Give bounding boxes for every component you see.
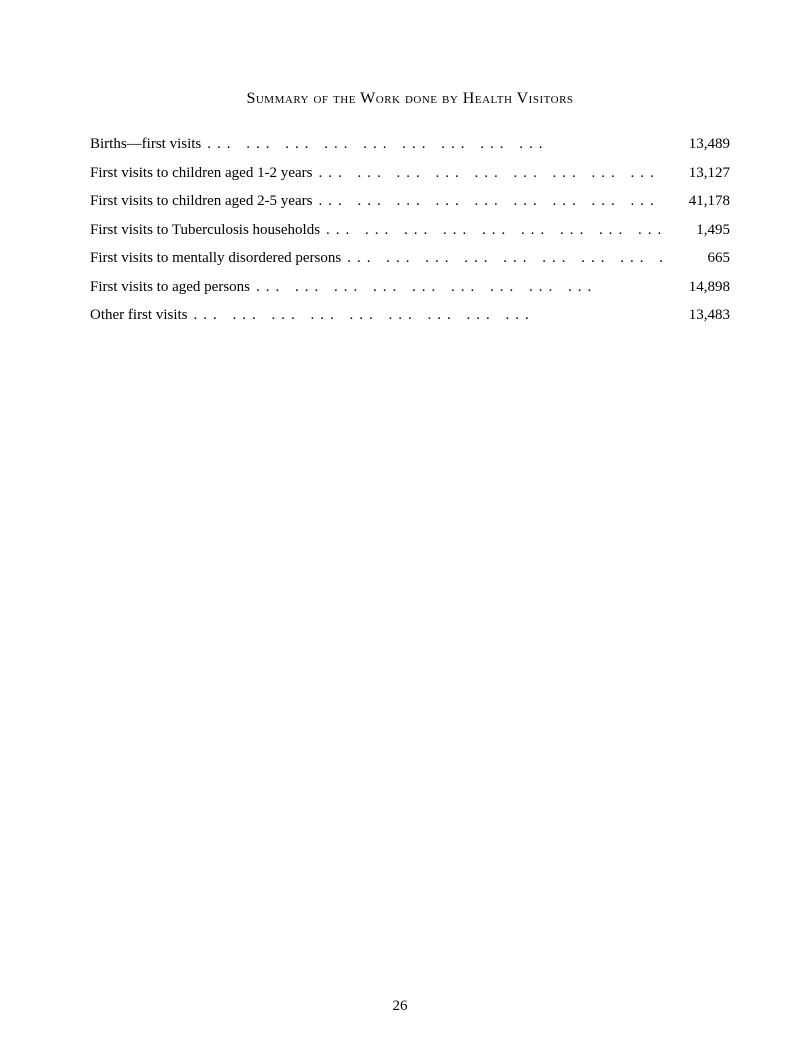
- page: Summary of the Work done by Health Visit…: [0, 0, 800, 1055]
- page-number: 26: [0, 998, 800, 1015]
- row-label: First visits to Tuberculosis households: [90, 216, 320, 245]
- table-row: Other first visits ... ... ... ... ... .…: [90, 301, 730, 330]
- row-value: 13,483: [670, 301, 730, 330]
- row-value: 665: [670, 244, 730, 273]
- row-value: 14,898: [670, 273, 730, 302]
- row-value: 41,178: [670, 187, 730, 216]
- dot-leader: ... ... ... ... ... ... ... ... ...: [312, 187, 670, 216]
- table-row: Births—first visits ... ... ... ... ... …: [90, 130, 730, 159]
- row-value: 1,495: [670, 216, 730, 245]
- dot-leader: ... ... ... ... ... ... ... ... ...: [312, 159, 670, 188]
- dot-leader: ... ... ... ... ... ... ... ... ...: [320, 216, 670, 245]
- row-label: First visits to aged persons: [90, 273, 250, 302]
- table-row: First visits to mentally disordered pers…: [90, 244, 730, 273]
- row-label: First visits to children aged 2-5 years: [90, 187, 312, 216]
- table-row: First visits to aged persons ... ... ...…: [90, 273, 730, 302]
- page-title: Summary of the Work done by Health Visit…: [90, 90, 730, 108]
- dot-leader: ... ... ... ... ... ... ... ... ...: [250, 273, 670, 302]
- title-text: Summary of the Work done by Health Visit…: [246, 90, 573, 107]
- row-label: Births—first visits: [90, 130, 201, 159]
- dot-leader: ... ... ... ... ... ... ... ... ...: [188, 301, 671, 330]
- row-label: Other first visits: [90, 301, 188, 330]
- table-row: First visits to children aged 2-5 years …: [90, 187, 730, 216]
- row-label: First visits to mentally disordered pers…: [90, 244, 341, 273]
- row-value: 13,489: [670, 130, 730, 159]
- summary-list: Births—first visits ... ... ... ... ... …: [90, 130, 730, 330]
- row-label: First visits to children aged 1-2 years: [90, 159, 312, 188]
- dot-leader: ... ... ... ... ... ... ... ... ...: [341, 244, 670, 273]
- dot-leader: ... ... ... ... ... ... ... ... ...: [201, 130, 670, 159]
- table-row: First visits to Tuberculosis households …: [90, 216, 730, 245]
- table-row: First visits to children aged 1-2 years …: [90, 159, 730, 188]
- row-value: 13,127: [670, 159, 730, 188]
